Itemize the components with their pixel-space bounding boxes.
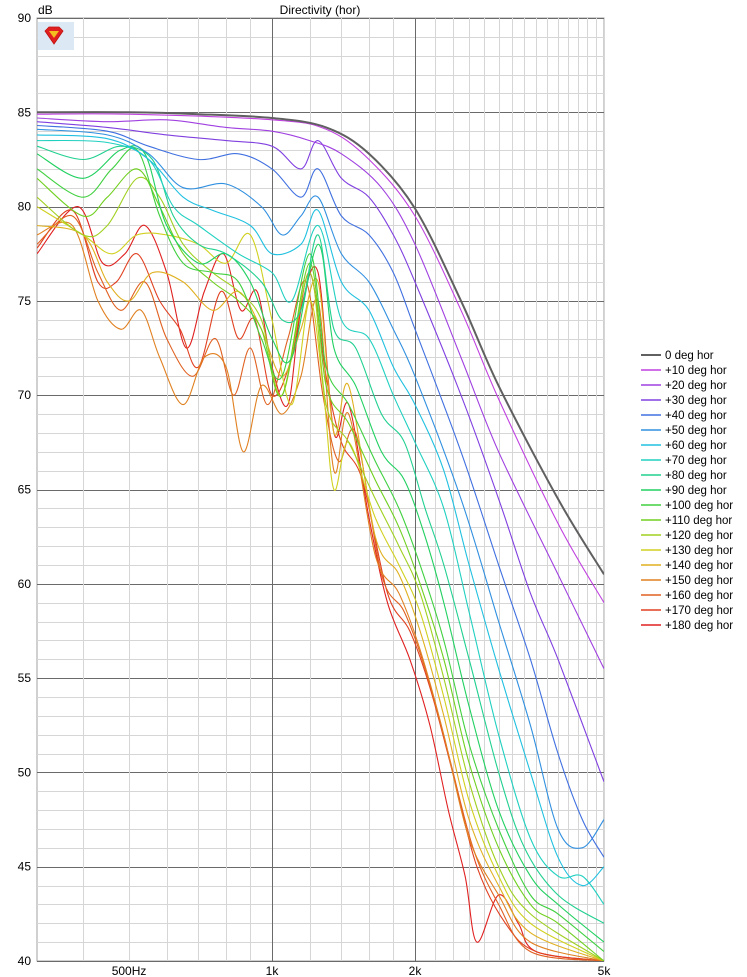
legend-label-plus-170-deg-hor: +170 deg hor	[665, 605, 733, 617]
legend-label-plus-160-deg-hor: +160 deg hor	[665, 590, 733, 602]
series-line-plus-70-deg-hor	[37, 139, 604, 905]
grid-lines	[36, 17, 605, 962]
legend-label-plus-110-deg-hor: +110 deg hor	[665, 515, 732, 527]
series-lines	[37, 111, 604, 961]
legend-label-plus-180-deg-hor: +180 deg hor	[665, 620, 733, 632]
legend-label-0-deg-hor: 0 deg hor	[665, 350, 714, 362]
legend-label-plus-30-deg-hor: +30 deg hor	[665, 395, 727, 407]
logo-inner-mark	[49, 31, 59, 38]
legend-label-plus-10-deg-hor: +10 deg hor	[665, 365, 727, 377]
series-line-plus-20-deg-hor	[37, 117, 604, 669]
series-line-plus-180-deg-hor	[37, 206, 604, 961]
series-line-plus-100-deg-hor	[37, 147, 604, 953]
series-line-plus-60-deg-hor	[37, 134, 604, 887]
y-tick-label: 75	[18, 294, 32, 308]
legend: 0 deg hor +10 deg hor +20 deg hor +30 deg h…	[641, 350, 733, 632]
y-tick-label: 55	[18, 671, 32, 685]
series-line-plus-40-deg-hor	[37, 124, 604, 858]
series-line-plus-30-deg-hor	[37, 121, 604, 782]
series-line-plus-90-deg-hor	[37, 145, 604, 943]
series-line-plus-150-deg-hor	[37, 221, 604, 961]
series-line-plus-140-deg-hor	[37, 224, 604, 961]
series-line-plus-80-deg-hor	[37, 145, 604, 924]
legend-label-plus-70-deg-hor: +70 deg hor	[665, 455, 727, 467]
series-line-plus-50-deg-hor	[37, 128, 604, 849]
y-tick-label: 65	[18, 483, 32, 497]
legend-label-plus-50-deg-hor: +50 deg hor	[665, 425, 727, 437]
y-tick-label: 90	[18, 11, 32, 25]
series-line-plus-10-deg-hor	[37, 113, 604, 603]
series-line-plus-120-deg-hor	[37, 176, 604, 961]
legend-label-plus-140-deg-hor: +140 deg hor	[665, 560, 733, 572]
legend-label-plus-40-deg-hor: +40 deg hor	[665, 410, 727, 422]
legend-label-plus-80-deg-hor: +80 deg hor	[665, 470, 727, 482]
legend-label-plus-90-deg-hor: +90 deg hor	[665, 485, 727, 497]
y-tick-label: 50	[18, 765, 32, 779]
app-logo	[38, 22, 74, 50]
series-line-plus-130-deg-hor	[37, 206, 604, 961]
legend-label-plus-60-deg-hor: +60 deg hor	[665, 440, 727, 452]
y-tick-label: 70	[18, 388, 32, 402]
y-tick-label: 80	[18, 200, 32, 214]
x-tick-labels: 500Hz 1k 2k 5k	[112, 964, 612, 977]
y-tick-label: 60	[18, 577, 32, 591]
y-tick-label: 40	[18, 954, 32, 968]
legend-label-plus-120-deg-hor: +120 deg hor	[665, 530, 733, 542]
x-tick-label: 5k	[598, 964, 612, 977]
series-line-0-deg-hor	[37, 111, 604, 575]
y-tick-label: 45	[18, 860, 32, 874]
legend-label-plus-130-deg-hor: +130 deg hor	[665, 545, 733, 557]
y-axis-label: dB	[38, 3, 53, 17]
legend-label-plus-150-deg-hor: +150 deg hor	[665, 575, 733, 587]
y-tick-label: 85	[18, 105, 32, 119]
legend-label-plus-20-deg-hor: +20 deg hor	[665, 380, 727, 392]
x-tick-label: 500Hz	[112, 964, 147, 977]
legend-label-plus-100-deg-hor: +100 deg hor	[665, 500, 733, 512]
chart-title: Directivity (hor)	[280, 3, 361, 17]
x-tick-label: 2k	[409, 964, 423, 977]
y-tick-labels: 40 45 50 55 60 65 70 75 80 85 90	[18, 11, 32, 968]
x-tick-label: 1k	[266, 964, 280, 977]
series-line-plus-110-deg-hor	[37, 168, 604, 961]
